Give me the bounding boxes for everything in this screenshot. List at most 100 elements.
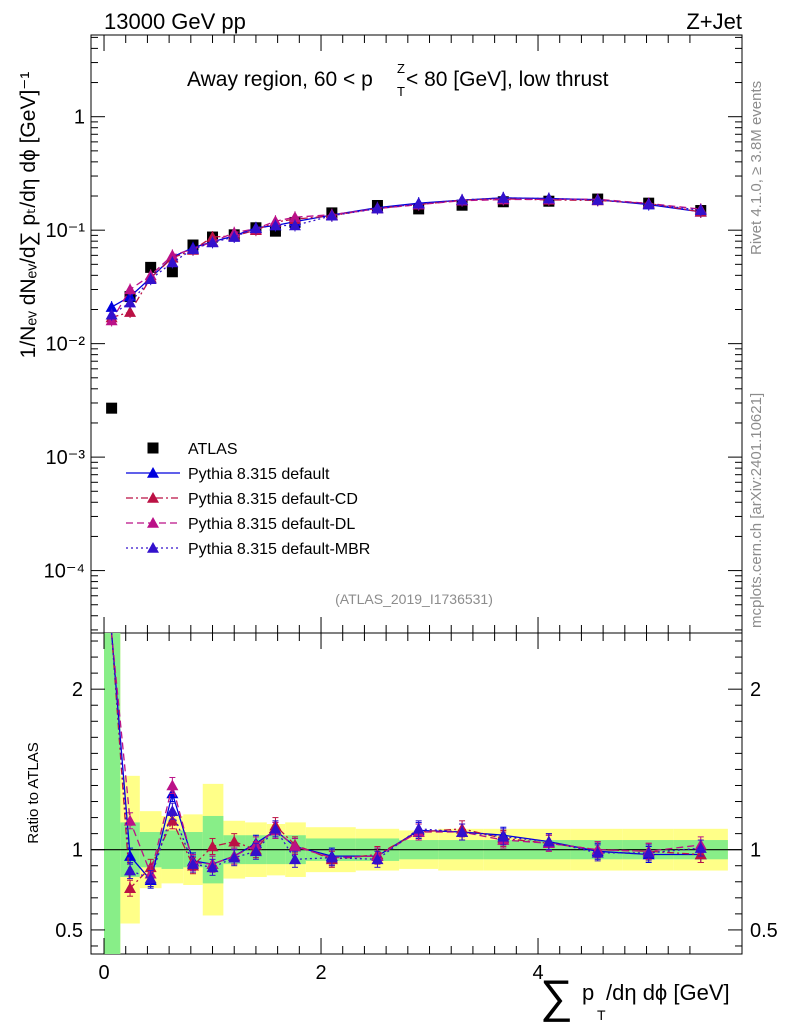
- mc-line-main: [111, 197, 701, 316]
- legend-label: Pythia 8.315 default-CD: [188, 491, 358, 508]
- series-layer: [105, 191, 707, 897]
- mc-point-main: [105, 308, 118, 320]
- title-tail: < 80 [GeV], low thrust: [406, 68, 609, 91]
- mc-point-main: [124, 296, 137, 308]
- legend-marker-triangle: [147, 467, 159, 478]
- y-tick-label: 1: [74, 107, 85, 129]
- side-text-rivet: Rivet 4.1.0, ≥ 3.8M events: [748, 81, 765, 255]
- mc-point-main: [105, 301, 118, 312]
- header-right: Z+Jet: [686, 9, 742, 34]
- mc-point-ratio: [269, 822, 282, 834]
- mc-point-ratio: [186, 858, 199, 869]
- mc-point-ratio: [166, 814, 179, 826]
- mc-point-main: [371, 202, 384, 214]
- mc-point-ratio: [542, 835, 555, 847]
- analysis-id: (ATLAS_2019_I1736531): [335, 591, 493, 607]
- main-axis-ticks: 10⁻⁴ 10⁻³ 10⁻² 10⁻¹ 1: [44, 35, 742, 633]
- mc-point-ratio: [166, 779, 179, 791]
- legend-marker-square: [147, 442, 159, 454]
- ratio-tick-label: 2: [72, 679, 83, 701]
- header-left: 13000 GeV pp: [104, 9, 246, 34]
- x-axis-label-rest: /dη dϕ [GeV]: [606, 980, 730, 1005]
- mc-point-main: [269, 219, 282, 231]
- mc-point-main: [166, 249, 179, 261]
- plot-title: Away region, 60 < p Z T < 80 [GeV], low …: [187, 61, 609, 99]
- x-tick-label: 4: [532, 962, 543, 984]
- mc-point-ratio: [206, 840, 219, 852]
- mc-point-main: [591, 194, 604, 205]
- mc-point-ratio: [124, 864, 137, 876]
- series-0: [106, 193, 707, 414]
- mc-point-main: [124, 290, 137, 302]
- legend-entry-3: Pythia 8.315 default-DL: [126, 516, 355, 533]
- legend-entry-4: Pythia 8.315 default-MBR: [126, 541, 370, 558]
- mc-point-main: [186, 243, 199, 254]
- mc-point-main: [288, 211, 301, 223]
- mc-point-ratio: [228, 851, 241, 863]
- y-tick-label: 10⁻²: [46, 334, 86, 356]
- y-tick-label: 10⁻⁴: [44, 561, 85, 583]
- series-1: [105, 191, 707, 889]
- title-sub: T: [397, 84, 405, 99]
- series-4: [105, 192, 707, 888]
- mc-line-main: [111, 198, 701, 319]
- atlas-data-point: [106, 402, 118, 414]
- mc-point-ratio: [412, 822, 425, 834]
- mc-point-main: [124, 306, 137, 317]
- mc-point-main: [144, 273, 157, 284]
- series-3: [105, 193, 707, 883]
- mc-point-main: [166, 256, 179, 268]
- mc-point-ratio: [144, 872, 157, 884]
- mc-point-ratio: [325, 851, 338, 863]
- legend-label: ATLAS: [188, 441, 238, 458]
- x-axis-label-sub: T: [597, 1007, 606, 1023]
- mc-line-main: [111, 197, 701, 308]
- ratio-tick-label-right: 2: [750, 679, 761, 701]
- mc-point-main: [124, 283, 137, 295]
- legend-label: Pythia 8.315 default-DL: [188, 516, 355, 533]
- mc-point-ratio: [206, 861, 219, 873]
- mc-point-ratio: [497, 830, 510, 842]
- mc-point-ratio: [124, 814, 137, 826]
- mc-point-ratio: [288, 840, 301, 852]
- ratio-panel-frame: [90, 632, 743, 955]
- ratio-tick-label: 1: [72, 840, 83, 862]
- ratio-band-green: [104, 633, 121, 954]
- x-axis-label-sum: ∑: [540, 970, 573, 1022]
- ratio-uncertainty-bands: [91, 633, 742, 954]
- mc-point-main: [206, 236, 219, 248]
- mc-point-main: [228, 231, 241, 242]
- title-sup: Z: [397, 61, 405, 76]
- x-axis-label: ∑ p T /dη dϕ [GeV]: [540, 970, 730, 1023]
- mc-point-main: [288, 219, 301, 231]
- ratio-tick-label: 0.5: [55, 920, 83, 942]
- legend-marker-triangle: [147, 492, 159, 503]
- mc-point-main: [249, 222, 262, 234]
- y-tick-label: 10⁻¹: [46, 220, 86, 242]
- mc-point-ratio: [591, 846, 604, 858]
- mc-point-ratio: [124, 850, 137, 861]
- mc-line-main: [111, 198, 701, 321]
- atlas-data-point: [145, 261, 157, 273]
- legend-label: Pythia 8.315 default: [188, 466, 330, 483]
- ratio-axis-ticks: 0.5 0.5 1 1 2 2 0 2 4: [55, 633, 778, 984]
- y-axis-label-ratio: Ratio to ATLAS: [25, 742, 42, 843]
- side-text-mcplots: mcplots.cern.ch [arXiv:2401.10621]: [748, 393, 765, 628]
- mc-point-main: [542, 192, 555, 204]
- y-axis-label-main: 1/Nₑᵥ dNₑᵥ/d∑ pₜ/dη dϕ [GeV]⁻¹: [17, 72, 40, 359]
- legend-marker-triangle: [147, 517, 159, 528]
- mc-point-ratio: [166, 805, 179, 816]
- mc-point-main: [412, 197, 425, 209]
- mc-point-ratio: [249, 845, 262, 857]
- mc-point-ratio: [228, 835, 241, 847]
- ratio-tick-label-right: 1: [750, 840, 761, 862]
- legend-entry-0: ATLAS: [147, 441, 238, 458]
- legend-entry-1: Pythia 8.315 default: [126, 466, 330, 483]
- legend-entry-2: Pythia 8.315 default-CD: [126, 491, 358, 508]
- legend: ATLAS Pythia 8.315 default Pythia 8.315 de…: [126, 441, 370, 558]
- x-tick-label: 0: [98, 962, 109, 984]
- mc-point-ratio: [124, 882, 137, 893]
- mc-point-ratio: [694, 842, 707, 853]
- mc-point-ratio: [288, 853, 301, 865]
